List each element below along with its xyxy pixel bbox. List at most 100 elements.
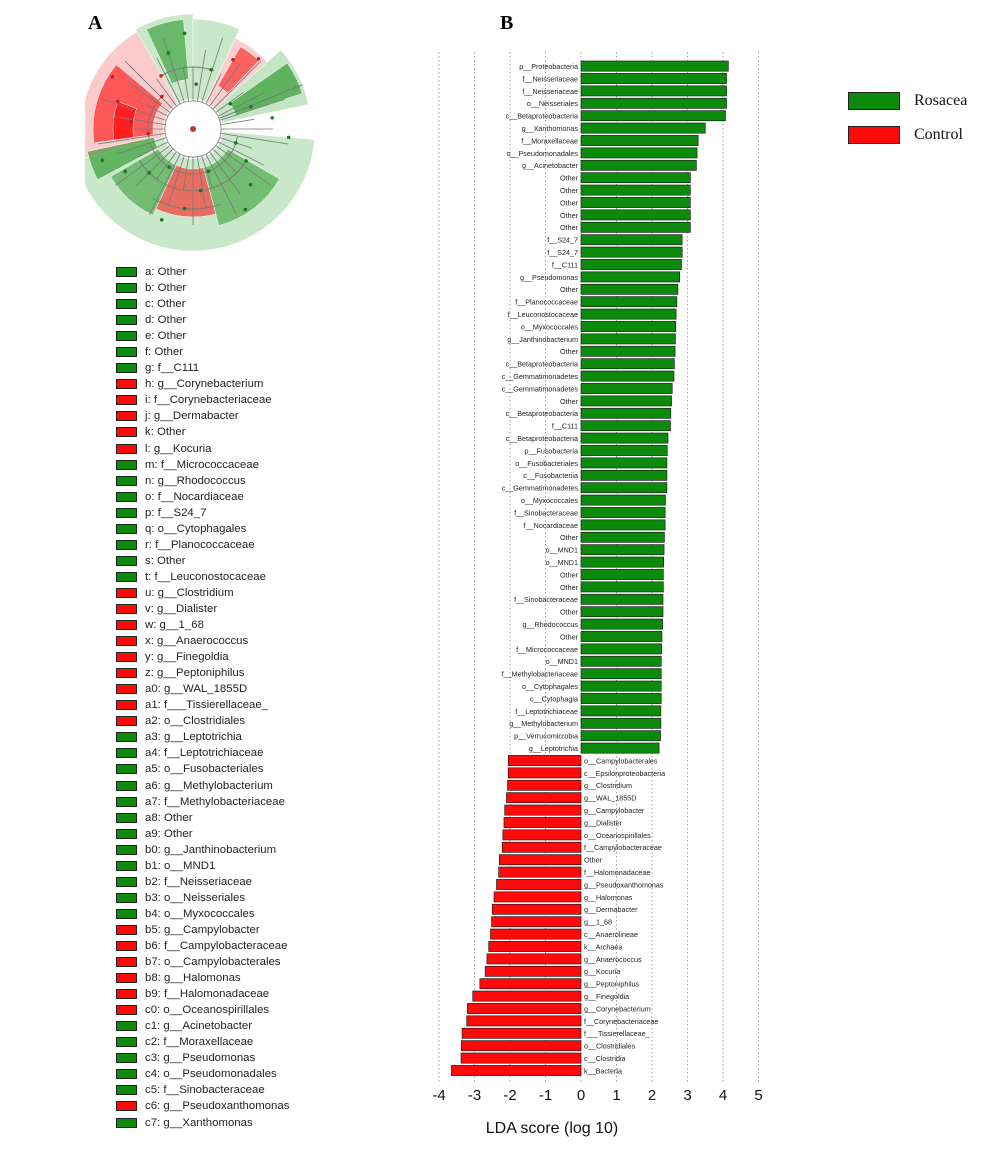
lda-bar xyxy=(580,655,662,667)
lda-bar xyxy=(580,110,726,122)
clade-node xyxy=(209,67,213,72)
lda-bar xyxy=(580,606,664,618)
lda-bar-label: Other xyxy=(560,632,579,641)
lda-bar xyxy=(580,432,669,444)
lda-bar xyxy=(506,792,582,804)
x-tick-label: 3 xyxy=(683,1087,691,1104)
clade-node xyxy=(116,99,120,104)
taxa-legend-text: e: Other xyxy=(145,330,187,343)
clade-branch xyxy=(212,60,262,110)
taxa-legend-swatch xyxy=(116,347,137,358)
taxa-legend-swatch xyxy=(116,828,137,839)
lda-bar xyxy=(580,631,663,642)
lda-bar-labels: p__Proteobacteria f__Neisseriaceae f__Neis… xyxy=(502,62,665,1075)
clade-branch xyxy=(98,132,166,145)
lda-bar xyxy=(460,1052,582,1064)
lda-bar xyxy=(580,420,671,432)
taxa-legend-swatch xyxy=(116,491,137,502)
clade-node xyxy=(194,82,198,86)
lda-bar xyxy=(580,742,660,754)
taxa-legend-swatch xyxy=(116,427,137,438)
taxa-legend-text: b2: f__Neisseriaceae xyxy=(145,875,253,888)
clade-node xyxy=(129,119,134,124)
lda-bar-label: Other xyxy=(560,223,579,232)
taxa-legend-text: a8: Other xyxy=(145,811,193,824)
clade-branch xyxy=(116,137,167,155)
taxa-legend-text: k: Other xyxy=(145,426,186,439)
x-tick-label: 0 xyxy=(577,1087,585,1104)
lda-bar-label: g__Kocuria xyxy=(584,967,620,976)
taxa-legend-item-y: y: g__Finegoldia xyxy=(116,649,289,665)
clade-branch xyxy=(217,92,265,117)
clade-node xyxy=(146,131,150,136)
taxa-legend-text: b9: f__Halomonadaceae xyxy=(145,988,270,1001)
lda-bar xyxy=(507,755,582,766)
lda-bar xyxy=(580,60,729,72)
taxa-legend-text: j: g__Dermabacter xyxy=(145,410,239,423)
lda-bar xyxy=(580,593,664,605)
lda-bar xyxy=(507,767,582,779)
lda-bar xyxy=(580,135,699,146)
lda-bar xyxy=(502,829,582,841)
clade-branch xyxy=(196,156,206,209)
taxa-legend-text: b3: o__Neisseriales xyxy=(145,891,246,904)
taxa-legend-swatch xyxy=(116,571,137,582)
taxa-legend-text: c2: f__Moraxellaceae xyxy=(145,1036,254,1049)
lda-bar xyxy=(580,333,676,345)
clade-branch xyxy=(220,132,288,145)
taxa-legend-text: d: Other xyxy=(145,314,187,327)
clade-wedge xyxy=(217,46,260,94)
lda-bar-label: o__MND1 xyxy=(546,546,578,555)
taxa-legend-item-u: u: g__Clostridium xyxy=(116,585,289,601)
taxa-legend-swatch xyxy=(116,267,137,278)
x-tick-label: -4 xyxy=(432,1087,445,1104)
lda-bar xyxy=(580,234,683,246)
clade-branch xyxy=(101,98,167,121)
clade-node xyxy=(110,74,115,79)
taxa-legend-item-p: p: f__S24_7 xyxy=(116,505,289,521)
lda-bar-label: g__Methylobacterium xyxy=(509,719,578,728)
x-tick-label: 4 xyxy=(719,1087,727,1104)
lda-bar-label: g__Clostridium xyxy=(584,781,632,790)
lda-bar-label: Other xyxy=(560,211,579,220)
lda-bar xyxy=(580,643,662,655)
lda-bar-label: f__Planococcaceae xyxy=(515,298,578,307)
lda-bar-label: g__WAL_1855D xyxy=(584,794,636,803)
lda-bar-label: f__C111 xyxy=(552,260,578,269)
clade-node xyxy=(234,141,238,145)
clade-branch xyxy=(128,81,171,113)
taxa-legend-text: a1: f___Tissierellaceae_ xyxy=(145,699,269,712)
taxa-legend-swatch xyxy=(116,716,137,727)
taxa-legend-swatch xyxy=(116,940,137,951)
taxa-legend-swatch xyxy=(116,1021,137,1032)
clade-branch xyxy=(209,64,241,107)
clade-node xyxy=(166,51,171,55)
lda-bar xyxy=(580,321,677,332)
taxa-legend-text: q: o__Cytophagales xyxy=(145,522,247,535)
clade-branch xyxy=(196,49,206,102)
clade-branch xyxy=(220,118,255,126)
clade-branch xyxy=(219,98,285,121)
taxa-legend-swatch xyxy=(116,700,137,711)
taxa-legend-item-v: v: g__Dialister xyxy=(116,601,289,617)
lda-bar xyxy=(580,469,668,481)
taxa-legend-item-b9: b9: f__Halomonadaceae xyxy=(116,986,289,1002)
lda-bar xyxy=(507,779,582,791)
lda-bar xyxy=(580,581,664,593)
lda-bar-label: p__Fusobacteria xyxy=(524,446,578,455)
lda-bar-label: g__Pseudomonas xyxy=(520,273,578,282)
lda-bar-label: f__S24_7 xyxy=(547,248,578,257)
lda-bar xyxy=(503,817,582,828)
lda-bar xyxy=(461,1027,582,1039)
taxa-legend-text: o: f__Nocardiaceae xyxy=(145,490,244,503)
lda-bar xyxy=(580,370,675,382)
lda-bar-label: g__1_68 xyxy=(584,918,612,927)
taxa-legend-item-a0: a0: g__WAL_1855D xyxy=(116,681,289,697)
clade-node xyxy=(167,165,171,169)
taxa-legend-text: r: f__Planococcaceae xyxy=(145,538,255,551)
clade-node xyxy=(159,218,164,222)
taxa-legend-item-f: f: Other xyxy=(116,344,289,360)
lda-bar xyxy=(493,891,582,903)
taxa-legend-swatch xyxy=(116,539,137,550)
lda-bar-label: f__Leptotrichiaceae xyxy=(515,707,578,716)
